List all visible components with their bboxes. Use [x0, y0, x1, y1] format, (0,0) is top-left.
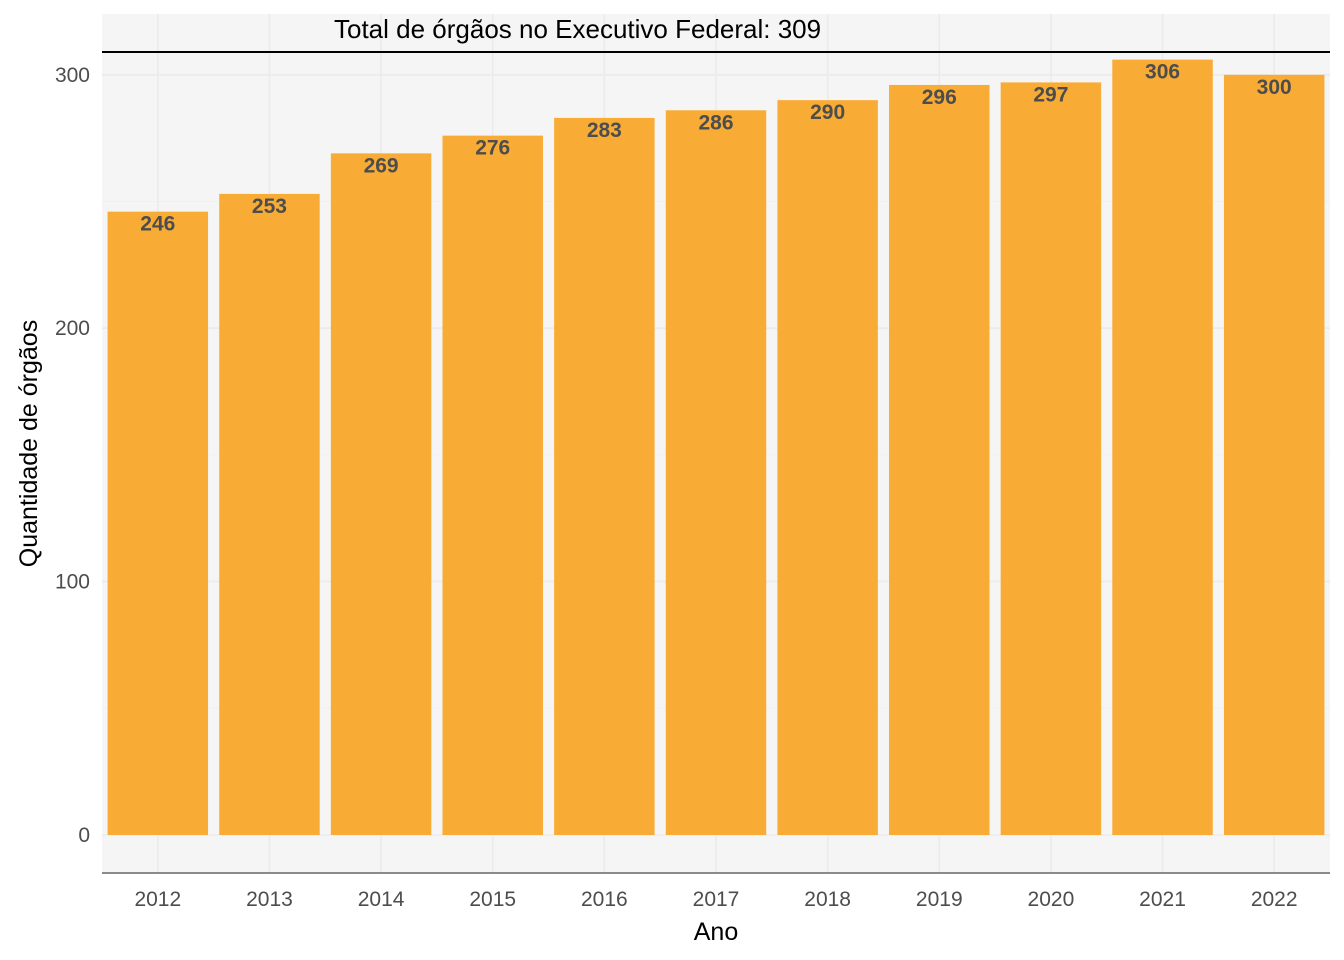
x-tick-label-2014: 2014 — [358, 888, 405, 911]
x-tick-label-2022: 2022 — [1251, 888, 1298, 911]
bar-label-2022: 300 — [1257, 76, 1292, 99]
reference-line-label: Total de órgãos no Executivo Federal: 30… — [334, 14, 821, 44]
y-axis-title: Quantidade de órgãos — [15, 320, 43, 567]
x-tick-label-2019: 2019 — [916, 888, 963, 911]
bar-2019 — [889, 84, 990, 835]
x-tick-label-2021: 2021 — [1139, 888, 1186, 911]
bar-label-2013: 253 — [252, 195, 287, 218]
x-tick-label-2020: 2020 — [1028, 888, 1075, 911]
bar-2018 — [777, 100, 878, 835]
x-axis-ticks: 2012 2013 2014 2015 2016 2017 2018 2019 2020 2021… — [134, 888, 1297, 911]
bar-label-2019: 296 — [922, 86, 957, 109]
x-tick-label-2018: 2018 — [804, 888, 851, 911]
bar-label-2016: 283 — [587, 119, 622, 142]
bar-label-2017: 286 — [698, 111, 733, 134]
x-tick-label-2013: 2013 — [246, 888, 293, 911]
bar-2015 — [442, 135, 543, 835]
bar-2013 — [219, 193, 320, 835]
bar-label-2018: 290 — [810, 101, 845, 124]
bar-2014 — [330, 153, 432, 835]
bars — [107, 59, 1325, 835]
bar-data-labels: 246 253 269 276 283 286 290 296 297 306 300 — [140, 61, 1291, 236]
bar-2022 — [1223, 74, 1325, 835]
bar-label-2020: 297 — [1033, 83, 1068, 106]
bar-label-2014: 269 — [364, 154, 399, 177]
y-tick-label-200: 200 — [55, 317, 90, 340]
bar-label-2015: 276 — [475, 137, 510, 160]
y-tick-label-0: 0 — [78, 824, 90, 847]
x-tick-label-2015: 2015 — [469, 888, 516, 911]
bar-2017 — [665, 110, 767, 835]
y-tick-label-100: 100 — [55, 571, 90, 594]
bar-2012 — [107, 211, 209, 835]
bar-2021 — [1112, 59, 1213, 835]
bar-2016 — [554, 117, 655, 835]
x-tick-label-2017: 2017 — [693, 888, 740, 911]
x-tick-label-2016: 2016 — [581, 888, 628, 911]
bar-label-2012: 246 — [140, 213, 175, 236]
bar-label-2021: 306 — [1145, 61, 1180, 84]
x-axis-title: Ano — [694, 918, 738, 946]
bar-2020 — [1000, 82, 1102, 835]
y-tick-label-300: 300 — [55, 64, 90, 87]
x-tick-label-2012: 2012 — [134, 888, 181, 911]
y-axis-ticks: 0 100 200 300 — [55, 64, 90, 847]
